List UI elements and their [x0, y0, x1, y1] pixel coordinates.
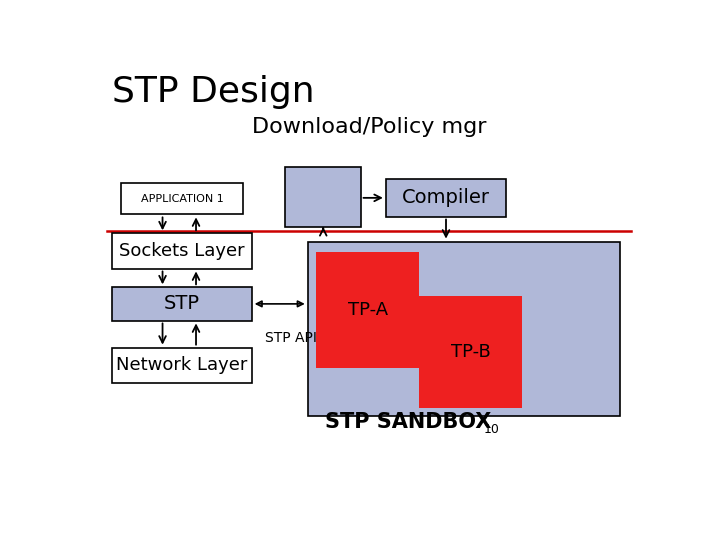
FancyBboxPatch shape [316, 252, 419, 368]
Text: STP Design: STP Design [112, 75, 315, 109]
Text: Sockets Layer: Sockets Layer [120, 242, 245, 260]
Text: STP API: STP API [265, 331, 317, 345]
FancyBboxPatch shape [112, 287, 252, 321]
FancyBboxPatch shape [307, 241, 620, 416]
Text: STP: STP [164, 294, 200, 313]
FancyBboxPatch shape [285, 167, 361, 227]
FancyBboxPatch shape [386, 179, 505, 217]
Text: TP-A: TP-A [348, 301, 387, 319]
Text: Download/Policy mgr: Download/Policy mgr [252, 117, 486, 137]
FancyBboxPatch shape [419, 295, 523, 408]
Text: TP-B: TP-B [451, 343, 491, 361]
Text: STP SANDBOX: STP SANDBOX [325, 411, 491, 431]
Text: 10: 10 [483, 423, 499, 436]
FancyBboxPatch shape [121, 183, 243, 214]
Text: APPLICATION 1: APPLICATION 1 [140, 194, 223, 204]
Text: Compiler: Compiler [402, 188, 490, 207]
FancyBboxPatch shape [112, 348, 252, 383]
Text: Network Layer: Network Layer [117, 356, 248, 374]
FancyBboxPatch shape [112, 233, 252, 268]
